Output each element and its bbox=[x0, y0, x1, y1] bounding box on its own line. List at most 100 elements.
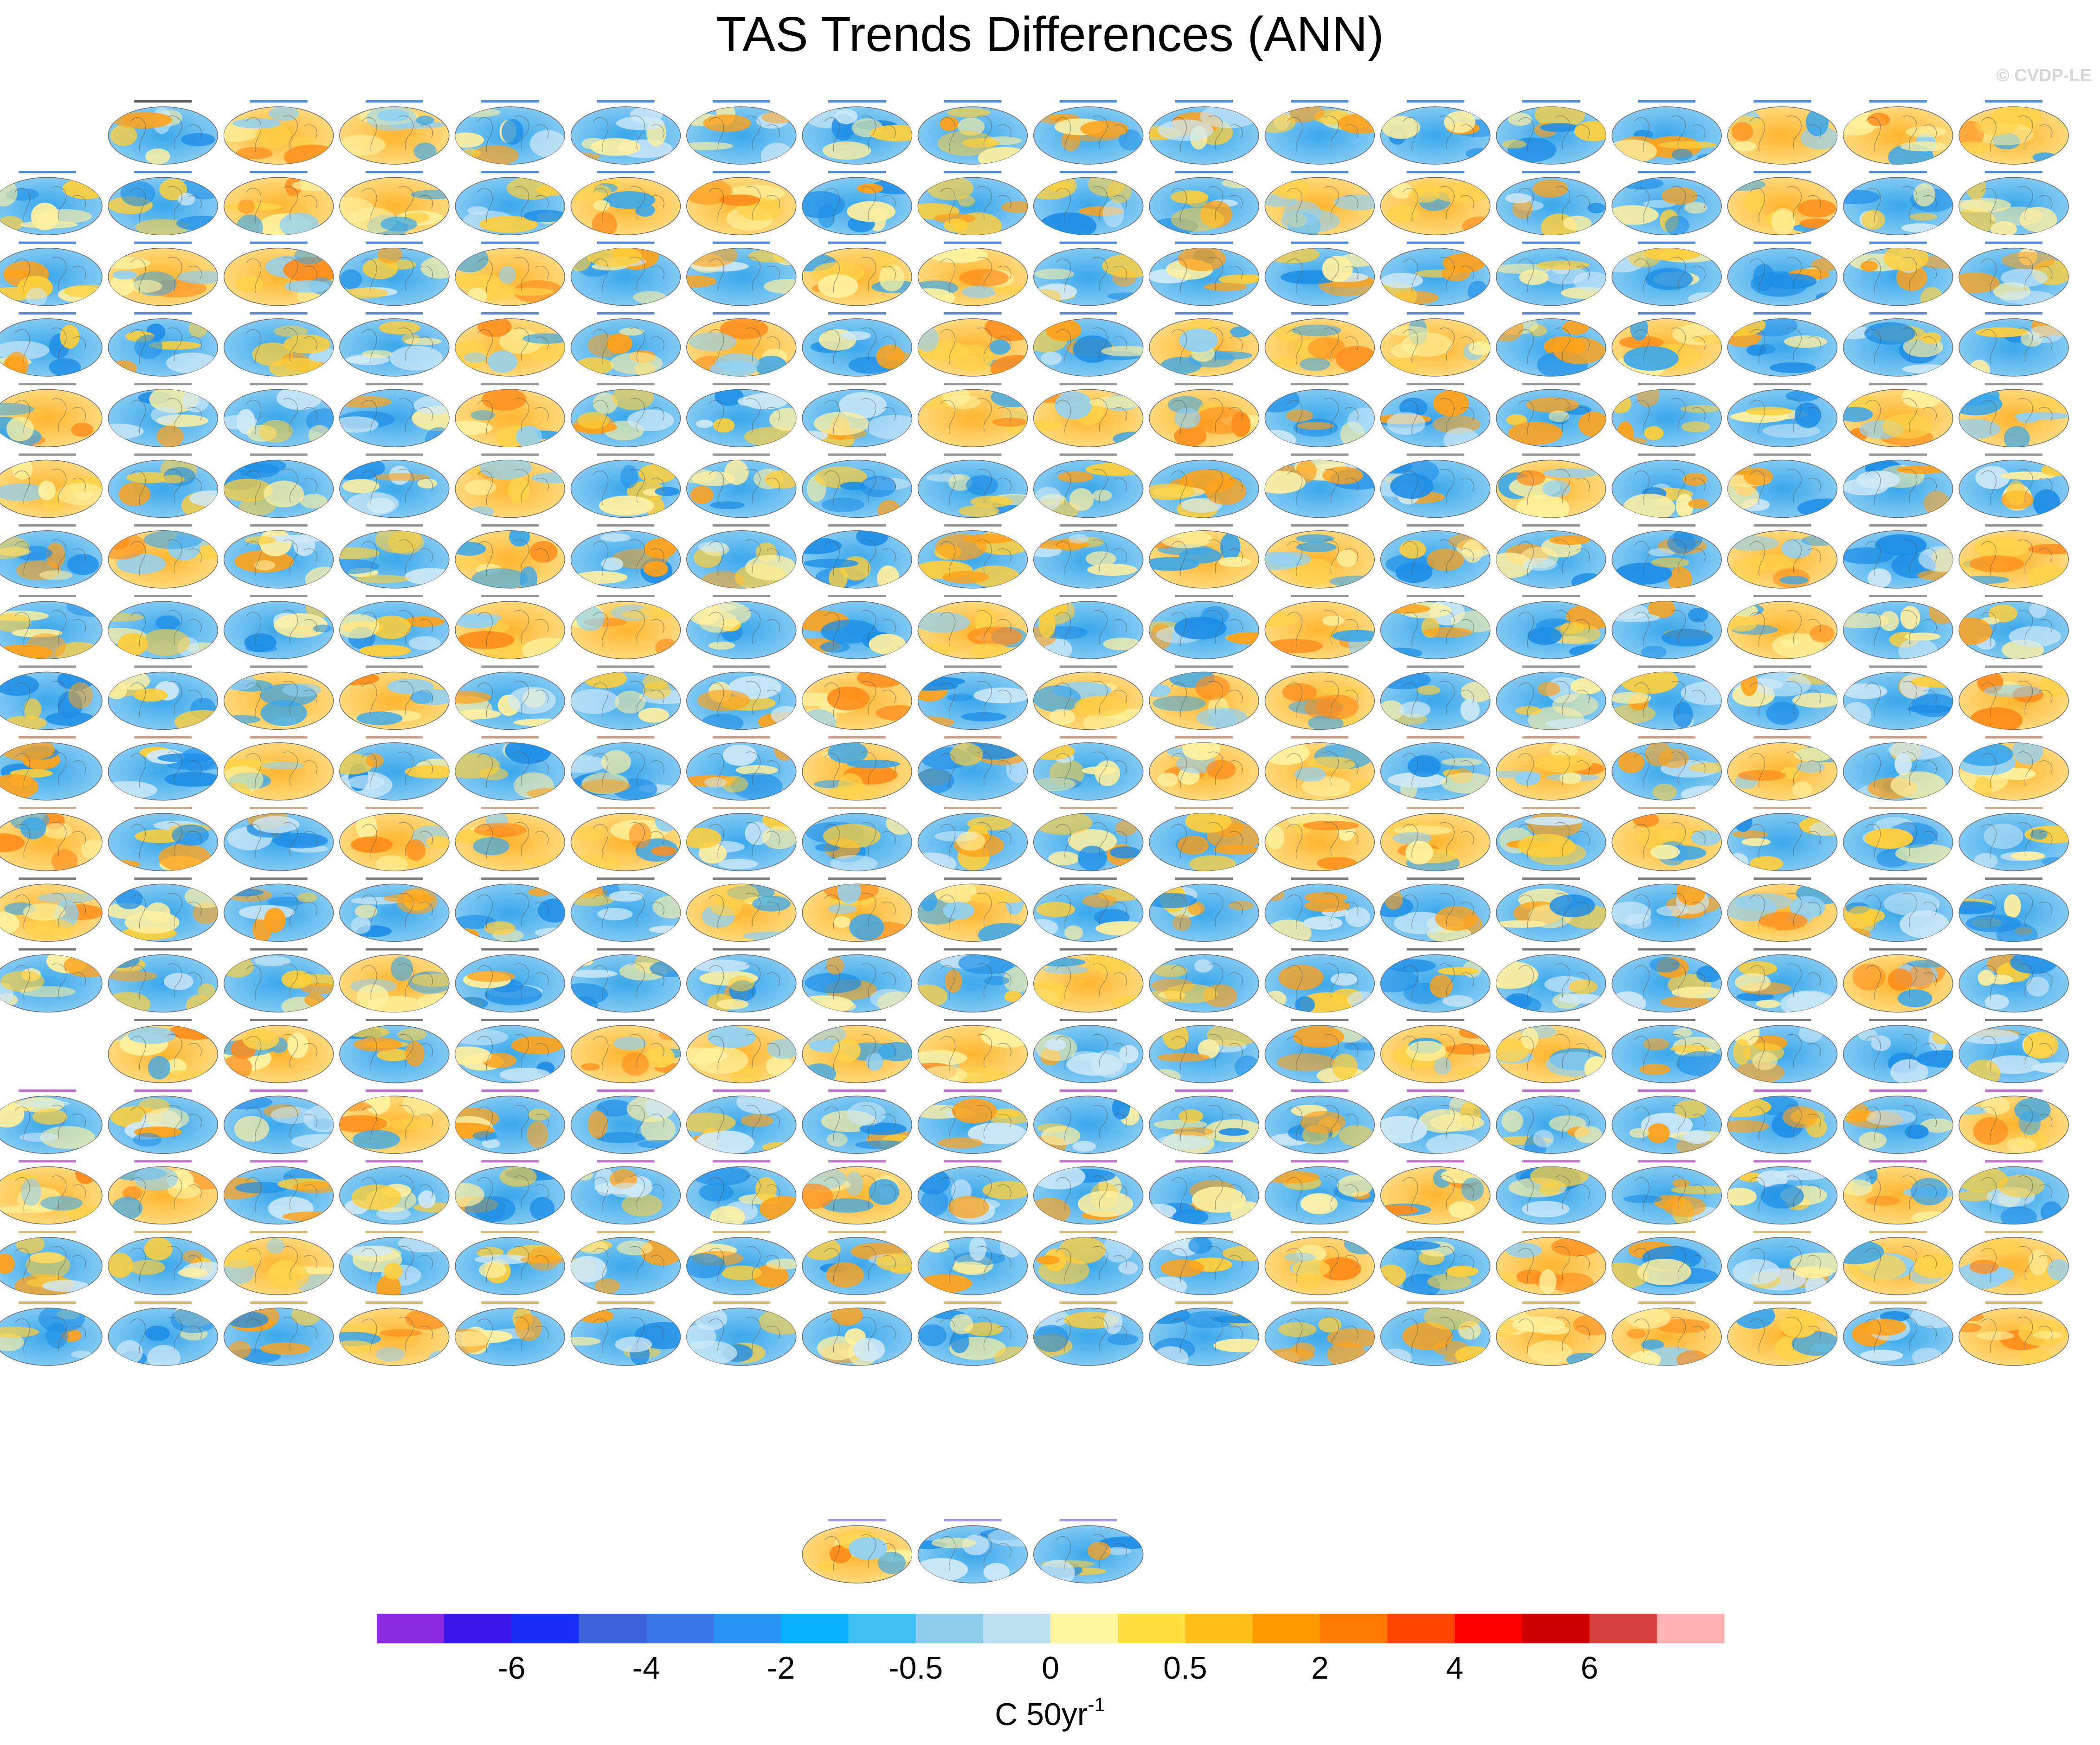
map-panel bbox=[570, 1160, 681, 1225]
map-panel-title bbox=[1638, 877, 1696, 880]
map-panel bbox=[802, 1230, 912, 1295]
map-panel bbox=[1958, 1160, 2069, 1225]
map-panel bbox=[0, 807, 103, 871]
map-panel-title bbox=[828, 948, 886, 951]
map-panel bbox=[1843, 1230, 1953, 1295]
map-panel bbox=[802, 1160, 912, 1225]
map-panel bbox=[339, 736, 450, 801]
map-panel-title bbox=[597, 665, 655, 668]
map-panel bbox=[1958, 1230, 2069, 1295]
map-panel bbox=[1727, 453, 1838, 518]
map-panel bbox=[1611, 171, 1722, 236]
map-panel bbox=[1149, 1160, 1259, 1225]
map-panel-title bbox=[1059, 736, 1117, 739]
map-panel-title bbox=[828, 383, 886, 386]
map-panel-title bbox=[481, 453, 539, 456]
map-panel bbox=[1033, 524, 1144, 589]
map-panel-title bbox=[134, 595, 192, 598]
colorbar-swatch bbox=[1252, 1614, 1321, 1643]
map-panel-title bbox=[365, 736, 423, 739]
map-panel-title bbox=[597, 453, 655, 456]
colorbar-swatch bbox=[1589, 1614, 1657, 1643]
map-panel bbox=[802, 877, 912, 942]
map-panel-title bbox=[134, 1089, 192, 1092]
map-panel bbox=[108, 453, 219, 518]
map-panel bbox=[0, 736, 103, 801]
map-panel bbox=[1149, 877, 1259, 942]
map-panel-title bbox=[828, 1519, 886, 1521]
map-panel-title bbox=[1175, 171, 1233, 174]
map-panel-title bbox=[1175, 595, 1233, 598]
map-panel-title bbox=[1753, 1018, 1811, 1021]
map-panel bbox=[0, 1230, 103, 1295]
map-panel bbox=[455, 1089, 565, 1154]
map-panel bbox=[802, 1089, 912, 1154]
map-panel-title bbox=[1291, 383, 1349, 386]
map-panel bbox=[108, 100, 219, 165]
map-panel bbox=[1149, 807, 1259, 871]
map-panel-title bbox=[1869, 171, 1927, 174]
map-panel bbox=[1611, 1230, 1722, 1295]
map-panel-title bbox=[1175, 1089, 1233, 1092]
map-panel-title bbox=[1638, 807, 1696, 809]
map-panel-title bbox=[1175, 948, 1233, 951]
map-panel bbox=[1496, 453, 1606, 518]
map-panel bbox=[1149, 453, 1259, 518]
map-panel bbox=[1380, 1301, 1491, 1366]
map-panel-title bbox=[1406, 948, 1464, 951]
map-panel bbox=[455, 1018, 565, 1083]
map-panel-title bbox=[1406, 877, 1464, 880]
map-panel-title bbox=[19, 524, 76, 527]
map-panel bbox=[339, 241, 450, 306]
map-panel bbox=[1380, 1160, 1491, 1225]
map-panel-title bbox=[134, 1160, 192, 1163]
map-panel-title bbox=[19, 453, 76, 456]
map-panel-title bbox=[1985, 948, 2043, 951]
map-panel-title bbox=[1985, 100, 2043, 103]
map-panel bbox=[339, 595, 450, 659]
map-panel-title bbox=[1175, 1230, 1233, 1233]
map-panel bbox=[223, 948, 334, 1013]
map-panel bbox=[1149, 241, 1259, 306]
map-panel-title bbox=[828, 665, 886, 668]
map-panel bbox=[223, 595, 334, 659]
map-panel bbox=[1843, 1018, 1953, 1083]
map-panel bbox=[686, 524, 797, 589]
map-panel-title bbox=[1522, 1160, 1580, 1163]
map-panel-title bbox=[134, 948, 192, 951]
map-panel-title bbox=[944, 1089, 1002, 1092]
map-panel-title bbox=[597, 948, 655, 951]
map-panel-title bbox=[1406, 1018, 1464, 1021]
map-panel bbox=[1149, 595, 1259, 659]
map-panel-title bbox=[1059, 453, 1117, 456]
map-panel-title bbox=[1175, 1301, 1233, 1304]
map-panel-title bbox=[365, 171, 423, 174]
map-panel bbox=[1264, 1301, 1375, 1366]
map-panel-title bbox=[712, 241, 770, 244]
map-panel-title bbox=[1175, 877, 1233, 880]
map-panel-title bbox=[19, 948, 76, 951]
map-panel bbox=[0, 524, 103, 589]
map-panel-title bbox=[365, 241, 423, 244]
map-panel-title bbox=[597, 383, 655, 386]
map-panel-title bbox=[481, 312, 539, 315]
map-panel bbox=[570, 736, 681, 801]
map-panel bbox=[455, 665, 565, 730]
map-panel-title bbox=[1291, 171, 1349, 174]
map-panel-title bbox=[712, 736, 770, 739]
map-panel-title bbox=[1753, 948, 1811, 951]
map-panel-title bbox=[1175, 241, 1233, 244]
map-panel bbox=[1958, 171, 2069, 236]
map-panel-title bbox=[365, 453, 423, 456]
map-panel-title bbox=[1059, 1519, 1117, 1521]
map-panel bbox=[1149, 171, 1259, 236]
map-panel-title bbox=[597, 1301, 655, 1304]
map-panel-title bbox=[365, 1089, 423, 1092]
map-panel-title bbox=[19, 877, 76, 880]
map-panel-title bbox=[597, 1089, 655, 1092]
map-panel-title bbox=[944, 1519, 1002, 1521]
map-panel bbox=[223, 453, 334, 518]
map-panel bbox=[1496, 524, 1606, 589]
map-panel-title bbox=[1753, 877, 1811, 880]
map-panel-title bbox=[1638, 312, 1696, 315]
